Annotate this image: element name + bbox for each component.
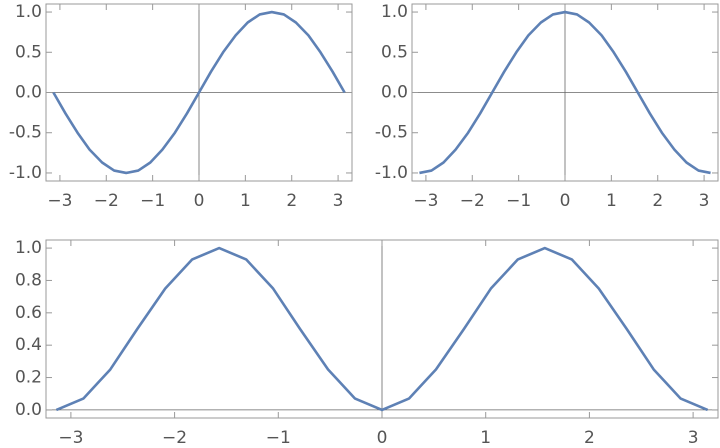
y-tick-label: 1.0 bbox=[381, 2, 408, 22]
x-tick-label: 2 bbox=[584, 428, 595, 448]
y-tick-label: 1.0 bbox=[15, 238, 42, 258]
y-tick-label: -1.0 bbox=[9, 163, 42, 183]
x-tick-label: 2 bbox=[652, 191, 663, 211]
y-tick-label: 0.0 bbox=[381, 83, 408, 103]
x-tick-label: 3 bbox=[333, 191, 344, 211]
y-tick-label: -0.5 bbox=[375, 123, 408, 143]
x-tick-label: −2 bbox=[94, 191, 119, 211]
x-tick-label: 1 bbox=[606, 191, 617, 211]
x-tick-label: −1 bbox=[506, 191, 531, 211]
x-tick-label: −1 bbox=[266, 428, 291, 448]
x-tick-label: 1 bbox=[240, 191, 251, 211]
x-tick-label: −3 bbox=[47, 191, 72, 211]
y-tick-label: 0.8 bbox=[15, 270, 42, 290]
x-tick-label: −2 bbox=[460, 191, 485, 211]
x-tick-label: −2 bbox=[162, 428, 187, 448]
y-tick-label: -1.0 bbox=[375, 163, 408, 183]
curve bbox=[55, 246, 709, 412]
x-tick-label: −3 bbox=[413, 191, 438, 211]
y-tick-label: 0.2 bbox=[15, 368, 42, 388]
y-tick-label: 0.0 bbox=[15, 83, 42, 103]
x-tick-label: −3 bbox=[58, 428, 83, 448]
y-tick-label: 0.4 bbox=[15, 335, 42, 355]
x-tick-label: 0 bbox=[194, 191, 205, 211]
y-tick-label: 0.5 bbox=[15, 42, 42, 62]
y-tick-label: 0.0 bbox=[15, 400, 42, 420]
x-tick-label: 0 bbox=[377, 428, 388, 448]
y-tick-label: -0.5 bbox=[9, 123, 42, 143]
y-tick-label: 1.0 bbox=[15, 2, 42, 22]
x-tick-label: 3 bbox=[688, 428, 699, 448]
x-tick-label: 2 bbox=[286, 191, 297, 211]
curve bbox=[52, 10, 346, 175]
x-tick-label: 0 bbox=[560, 191, 571, 211]
x-tick-label: −1 bbox=[140, 191, 165, 211]
y-tick-label: 0.6 bbox=[15, 303, 42, 323]
x-tick-label: 3 bbox=[699, 191, 710, 211]
x-tick-label: 1 bbox=[480, 428, 491, 448]
curve bbox=[419, 10, 711, 175]
y-tick-label: 0.5 bbox=[381, 42, 408, 62]
